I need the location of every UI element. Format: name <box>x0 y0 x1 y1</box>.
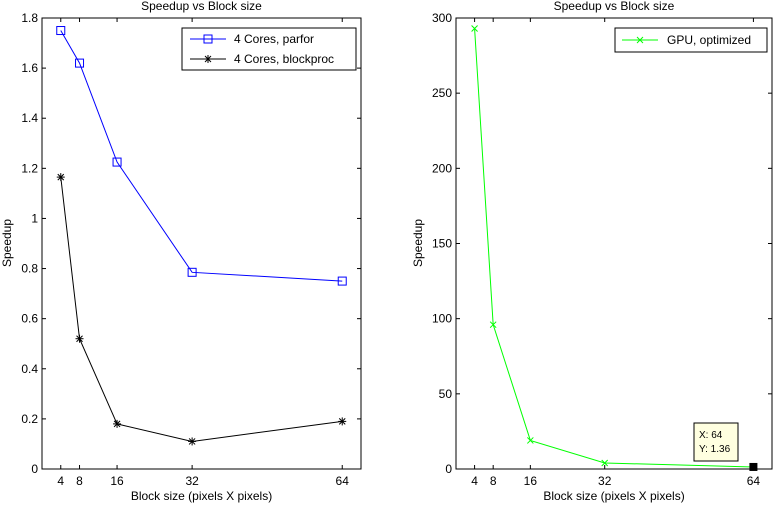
y-tick-label: 1.8 <box>21 11 38 25</box>
legend-label-blockproc: 4 Cores, blockproc <box>234 52 334 66</box>
datatip-marker[interactable] <box>749 462 758 471</box>
right-plot-area <box>455 17 773 470</box>
y-tick-label: 1.6 <box>21 61 38 75</box>
legend-label-gpu: GPU, optimized <box>667 33 751 47</box>
square-marker <box>112 157 122 167</box>
left-x-ticks: 4 8 16 32 64 <box>57 18 349 488</box>
left-legend: 4 Cores, parfor 4 Cores, blockproc <box>181 27 357 71</box>
x-tick-label: 8 <box>490 474 497 488</box>
y-tick-label: 100 <box>432 312 452 326</box>
legend-asterisk-marker <box>204 55 212 63</box>
asterisk-marker <box>188 437 197 446</box>
asterisk-marker <box>56 173 65 182</box>
left-chart: Speedup vs Block size 0 0.2 0.4 0.6 0.8 1 1.2 1… <box>0 0 362 503</box>
datatip-y-text: Y: 1.36 <box>699 444 731 455</box>
y-tick-label: 250 <box>432 86 452 100</box>
datatip-box <box>693 422 739 462</box>
y-tick-label: 0 <box>445 462 452 476</box>
left-series <box>56 26 347 446</box>
y-tick-label: 0.6 <box>21 312 38 326</box>
x-tick-label: 32 <box>185 474 199 488</box>
series-line-0 <box>60 30 343 282</box>
square-marker <box>337 276 347 286</box>
right-x-axis-label: Block size (pixels X pixels) <box>543 489 684 503</box>
x-tick-label: 16 <box>524 474 538 488</box>
x-tick-label: 32 <box>598 474 612 488</box>
y-tick-label: 50 <box>439 387 453 401</box>
datatip-x-text: X: 64 <box>699 430 723 441</box>
left-plot-area <box>41 17 362 470</box>
x-marker <box>601 459 609 467</box>
right-chart: Speedup vs Block size 0 50 100 150 200 250 300… <box>411 0 773 503</box>
y-tick-label: 0.2 <box>21 412 38 426</box>
y-tick-label: 200 <box>432 161 452 175</box>
left-y-axis-label: Speedup <box>0 219 14 267</box>
x-marker <box>471 25 478 32</box>
datatip[interactable]: X: 64 Y: 1.36 <box>693 422 739 462</box>
y-tick-label: 150 <box>432 237 452 251</box>
y-tick-label: 300 <box>432 11 452 25</box>
right-chart-title: Speedup vs Block size <box>554 0 675 13</box>
left-y-ticks: 0 0.2 0.4 0.6 0.8 1 1.2 1.4 1.6 1.8 <box>21 11 361 476</box>
x-tick-label: 16 <box>110 474 124 488</box>
y-tick-label: 0 <box>31 462 38 476</box>
legend-entry-blockproc: 4 Cores, blockproc <box>190 52 334 66</box>
legend-x-marker <box>636 36 644 44</box>
x-marker <box>489 321 497 329</box>
asterisk-marker <box>113 419 122 428</box>
x-marker <box>526 437 534 444</box>
y-tick-label: 0.4 <box>21 362 38 376</box>
x-tick-label: 64 <box>336 474 350 488</box>
legend-entry-parfor: 4 Cores, parfor <box>190 32 314 46</box>
x-tick-label: 64 <box>747 474 761 488</box>
y-tick-label: 1 <box>31 211 38 225</box>
x-tick-label: 8 <box>76 474 83 488</box>
square-marker <box>56 26 66 36</box>
right-y-ticks: 0 50 100 150 200 250 300 <box>432 11 772 476</box>
square-marker <box>75 58 85 68</box>
legend-square-marker <box>203 34 213 44</box>
asterisk-marker <box>338 417 347 426</box>
x-tick-label: 4 <box>471 474 478 488</box>
left-x-axis-label: Block size (pixels X pixels) <box>131 489 272 503</box>
y-tick-label: 1.4 <box>21 111 38 125</box>
legend-label-parfor: 4 Cores, parfor <box>234 32 314 46</box>
x-tick-label: 4 <box>57 474 64 488</box>
y-tick-label: 0.8 <box>21 262 38 276</box>
asterisk-marker <box>75 334 84 343</box>
right-legend: GPU, optimized <box>614 27 768 53</box>
y-tick-label: 1.2 <box>21 161 38 175</box>
left-chart-title: Speedup vs Block size <box>141 0 262 13</box>
right-series <box>471 25 758 471</box>
square-marker <box>187 267 197 277</box>
right-x-ticks: 4 8 16 32 64 <box>471 18 760 488</box>
right-y-axis-label: Speedup <box>411 219 425 267</box>
